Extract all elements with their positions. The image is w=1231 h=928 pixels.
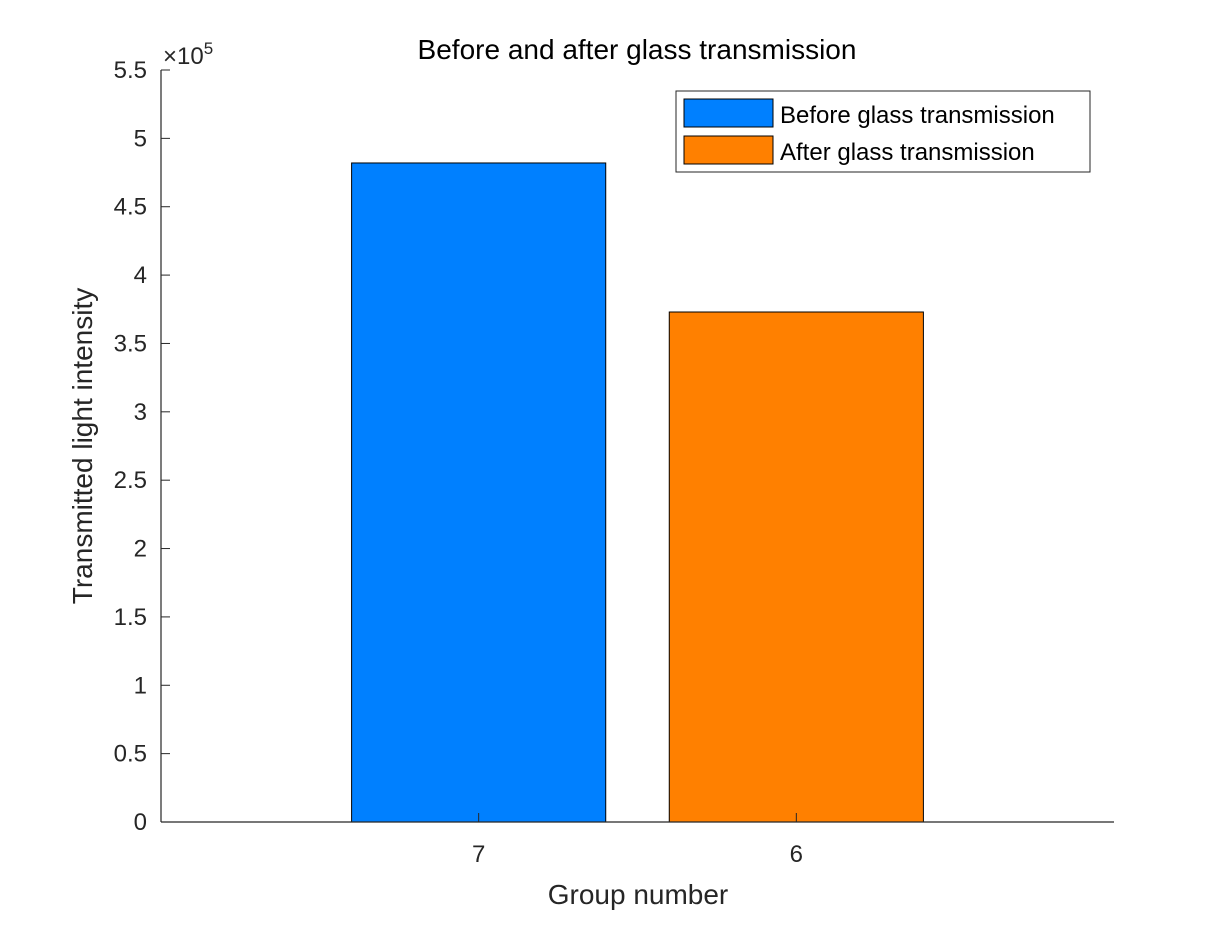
y-tick-label: 1 — [134, 672, 147, 699]
x-tick-label: 6 — [790, 841, 803, 868]
y-tick-label: 3 — [134, 399, 147, 426]
y-tick-label: 0.5 — [114, 741, 147, 768]
y-tick-label: 5.5 — [114, 57, 147, 84]
y-tick-label: 2 — [134, 536, 147, 563]
legend-label-before: Before glass transmission — [780, 102, 1055, 129]
y-ticks-group: 0 0.5 1 1.5 2 2.5 3 3.5 4 4.5 5 5.5 — [114, 57, 170, 836]
y-exponent-base: ×10 — [163, 43, 204, 70]
y-tick-label: 3.5 — [114, 330, 147, 357]
y-exponent-power: 5 — [204, 39, 213, 58]
chart-title: Before and after glass transmission — [418, 34, 857, 65]
bar-before-glass-transmission — [351, 162, 607, 823]
y-axis-title: Transmitted light intensity — [67, 288, 98, 604]
y-tick-label: 4.5 — [114, 194, 147, 221]
legend-swatch-before — [683, 98, 774, 128]
x-tick-label: 7 — [472, 841, 485, 868]
y-tick-label: 4 — [134, 262, 147, 289]
y-exponent-label: ×105 — [163, 39, 213, 70]
y-tick-label: 0 — [134, 809, 147, 836]
legend-swatch-after — [683, 135, 774, 165]
bars-group — [351, 162, 924, 823]
bar-after-glass-transmission — [668, 311, 924, 823]
legend: Before glass transmission After glass tr… — [675, 90, 1091, 173]
legend-label-after: After glass transmission — [780, 139, 1035, 166]
y-tick-label: 1.5 — [114, 604, 147, 631]
y-tick-label: 5 — [134, 125, 147, 152]
x-axis-title: Group number — [548, 879, 729, 910]
y-tick-label: 2.5 — [114, 467, 147, 494]
